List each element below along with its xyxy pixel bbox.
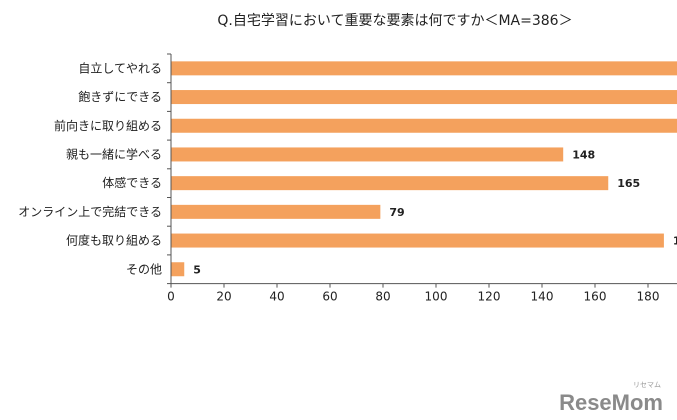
- bar: [171, 118, 677, 133]
- logo-subtitle: リセマム: [633, 381, 661, 389]
- value-label: 165: [617, 177, 640, 190]
- chart-title: Q.自宅学習において重要な要素は何ですか＜MA=386＞: [217, 13, 572, 29]
- category-label: オンライン上で完結できる: [18, 204, 162, 219]
- category-label: 親も一緒に学べる: [66, 146, 162, 161]
- value-label: 79: [389, 206, 404, 219]
- x-tick-label: 60: [322, 290, 337, 304]
- x-tick-label: 120: [478, 290, 501, 304]
- value-label: 186: [673, 235, 677, 248]
- x-tick-label: 20: [216, 290, 231, 304]
- value-label: 5: [193, 263, 201, 276]
- bar: [171, 233, 664, 248]
- category-label: 何度も取り組める: [66, 233, 162, 248]
- category-label: 前向きに取り組める: [54, 118, 162, 133]
- category-label: その他: [126, 262, 162, 276]
- x-tick-label: 180: [637, 290, 660, 304]
- bar: [171, 90, 677, 105]
- resemom-logo: ReseMom: [559, 390, 663, 415]
- bar: [171, 61, 677, 76]
- x-tick-label: 40: [269, 290, 284, 304]
- category-labels: 自立してやれる飽きずにできる前向きに取り組める親も一緒に学べる体感できるオンライ…: [18, 60, 162, 276]
- x-tick-label: 140: [531, 290, 554, 304]
- bar: [171, 262, 185, 277]
- category-label: 体感できる: [102, 175, 162, 190]
- x-tick-label: 0: [167, 290, 175, 304]
- tick-labels: 020406080100120140160180200220240260: [167, 290, 660, 304]
- x-tick-label: 80: [375, 290, 390, 304]
- category-label: 飽きずにできる: [78, 89, 162, 104]
- x-tick-label: 100: [425, 290, 448, 304]
- bar: [171, 204, 381, 219]
- value-label: 148: [572, 148, 595, 161]
- bars: [171, 61, 677, 277]
- category-label: 自立してやれる: [78, 60, 162, 75]
- bar: [171, 176, 609, 191]
- bar: [171, 147, 564, 162]
- x-tick-label: 160: [584, 290, 607, 304]
- value-labels: 265229217148165791865: [193, 148, 677, 276]
- axes: [167, 53, 677, 288]
